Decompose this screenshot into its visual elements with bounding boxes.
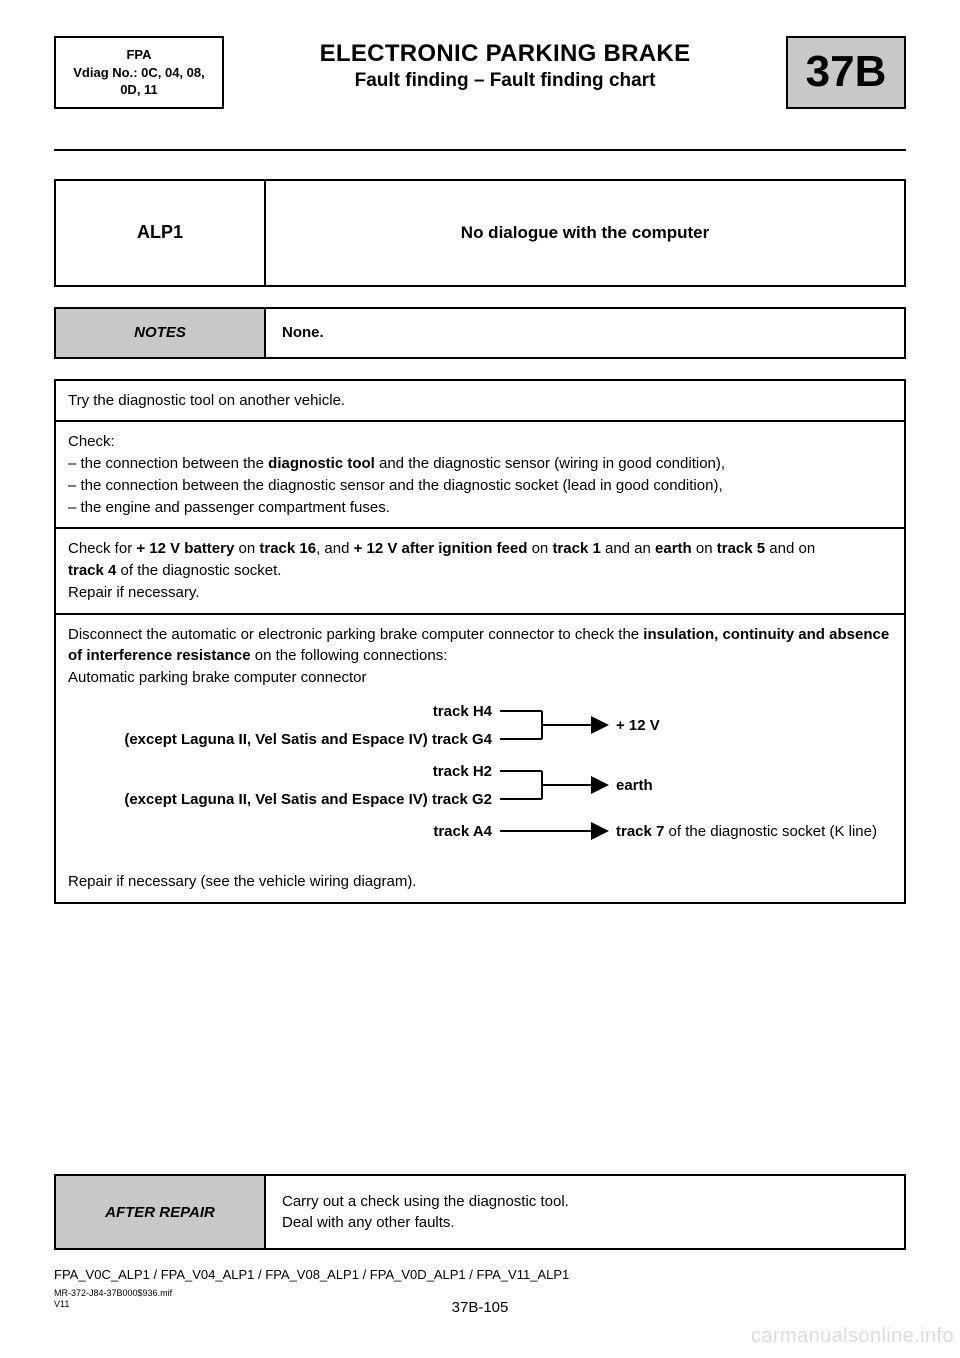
after-repair-row: AFTER REPAIR Carry out a check using the… <box>54 1174 906 1250</box>
header-title: ELECTRONIC PARKING BRAKE <box>232 40 778 68</box>
cell-3-line3: Repair if necessary. <box>68 582 892 604</box>
cell-4-line2: Automatic parking brake computer connect… <box>68 667 892 689</box>
cell-3: Check for + 12 V battery on track 16, an… <box>56 529 904 614</box>
after-repair-label: AFTER REPAIR <box>56 1176 266 1248</box>
notes-row: NOTES None. <box>54 307 906 359</box>
alp-title: No dialogue with the computer <box>266 181 904 285</box>
header-left-line2: Vdiag No.: 0C, 04, 08, <box>62 64 216 82</box>
after-repair-text: Carry out a check using the diagnostic t… <box>266 1176 904 1248</box>
connection-diagram: track H4 (except Laguna II, Vel Satis an… <box>68 697 892 867</box>
header-left-line1: FPA <box>62 46 216 64</box>
header-rule <box>54 149 906 151</box>
connection-svg <box>68 697 888 867</box>
cell-2: Check: the connection between the diagno… <box>56 422 904 529</box>
fault-codes: FPA_V0C_ALP1 / FPA_V04_ALP1 / FPA_V08_AL… <box>54 1267 569 1282</box>
watermark: carmanualsonline.info <box>751 1325 954 1348</box>
cell-4-repair: Repair if necessary (see the vehicle wir… <box>68 871 892 893</box>
cell-2-list: the connection between the diagnostic to… <box>68 453 892 518</box>
notes-value: None. <box>266 309 904 357</box>
cell-2-item: the connection between the diagnostic to… <box>68 453 892 475</box>
cell-1: Try the diagnostic tool on another vehic… <box>56 381 904 423</box>
alp-id: ALP1 <box>56 181 266 285</box>
notes-label: NOTES <box>56 309 266 357</box>
page-header: FPA Vdiag No.: 0C, 04, 08, 0D, 11 ELECTR… <box>54 36 906 109</box>
page-number: 37B-105 <box>0 1299 960 1316</box>
cell-3-line2: track 4 of the diagnostic socket. <box>68 560 892 582</box>
cell-2-lead: Check: <box>68 431 892 453</box>
after-repair-line1: Carry out a check using the diagnostic t… <box>282 1191 904 1212</box>
instruction-stack: Try the diagnostic tool on another vehic… <box>54 379 906 904</box>
cell-3-line1: Check for + 12 V battery on track 16, an… <box>68 538 892 560</box>
cell-2-item: the connection between the diagnostic se… <box>68 475 892 497</box>
cell-2-item: the engine and passenger compartment fus… <box>68 497 892 519</box>
after-repair-line2: Deal with any other faults. <box>282 1212 904 1233</box>
header-subtitle: Fault finding – Fault finding chart <box>232 70 778 92</box>
alp-row: ALP1 No dialogue with the computer <box>54 179 906 287</box>
header-code-box: 37B <box>786 36 906 109</box>
cell-4-line1: Disconnect the automatic or electronic p… <box>68 624 892 668</box>
header-left-line3: 0D, 11 <box>62 81 216 99</box>
header-center: ELECTRONIC PARKING BRAKE Fault finding –… <box>224 36 786 109</box>
header-left-box: FPA Vdiag No.: 0C, 04, 08, 0D, 11 <box>54 36 224 109</box>
cell-4: Disconnect the automatic or electronic p… <box>56 615 904 902</box>
